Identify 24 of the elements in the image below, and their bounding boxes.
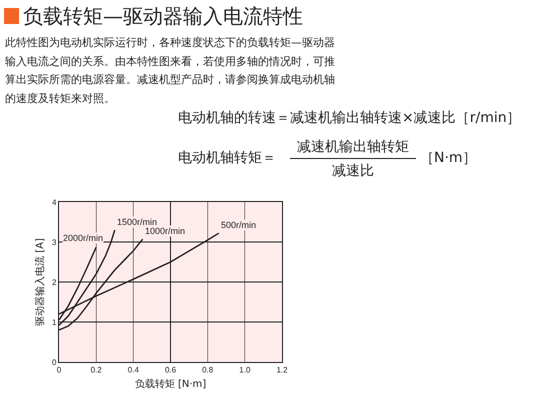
x-axis-title: 负载转矩 [N·m] bbox=[134, 378, 206, 390]
chart-title: 负载转矩—驱动器输入电流特性 bbox=[23, 2, 303, 30]
chart-subtitle: 此特性图为电动机实际运行时，各种速度状态下的负载转矩—驱动器输入电流之间的关系。由本特性图来看，若使用多轴的情况时，可推算出实际所需的电源容量。减速机型产品时，请参阅换算成电动机轴的速度及转矩来对照。 bbox=[5, 35, 336, 106]
series-label: 500r/min bbox=[221, 220, 256, 230]
text: 电动机轴转矩＝ bbox=[178, 150, 276, 166]
y-tick-label: 2 bbox=[52, 278, 57, 287]
y-tick-label: 1 bbox=[52, 318, 57, 327]
x-tick-label: 0.8 bbox=[202, 366, 214, 375]
series-label: 2000r/min bbox=[63, 233, 104, 243]
text: ［N·m］ bbox=[420, 150, 477, 166]
y-tick-label: 4 bbox=[52, 198, 57, 207]
x-tick-label: 1.0 bbox=[239, 366, 251, 375]
y-tick-label: 3 bbox=[52, 238, 57, 247]
x-tick-label: 0.6 bbox=[164, 366, 177, 375]
text: 电动机轴的转速＝减速机输出轴转速×减速比［r/min］ bbox=[178, 110, 521, 126]
y-tick-label: 0 bbox=[52, 358, 57, 367]
x-tick-label: 1.2 bbox=[276, 366, 288, 375]
series-label: 1000r/min bbox=[145, 226, 186, 236]
text: 减速机输出轴转矩 bbox=[296, 139, 410, 155]
text: 减速比 bbox=[331, 163, 375, 179]
x-tick-label: 0.4 bbox=[128, 366, 140, 375]
x-tick-label: 0.2 bbox=[90, 366, 102, 375]
y-axis-title: 驱动器输入电流 [A] bbox=[34, 238, 46, 326]
series-label: 1500r/min bbox=[117, 217, 158, 227]
